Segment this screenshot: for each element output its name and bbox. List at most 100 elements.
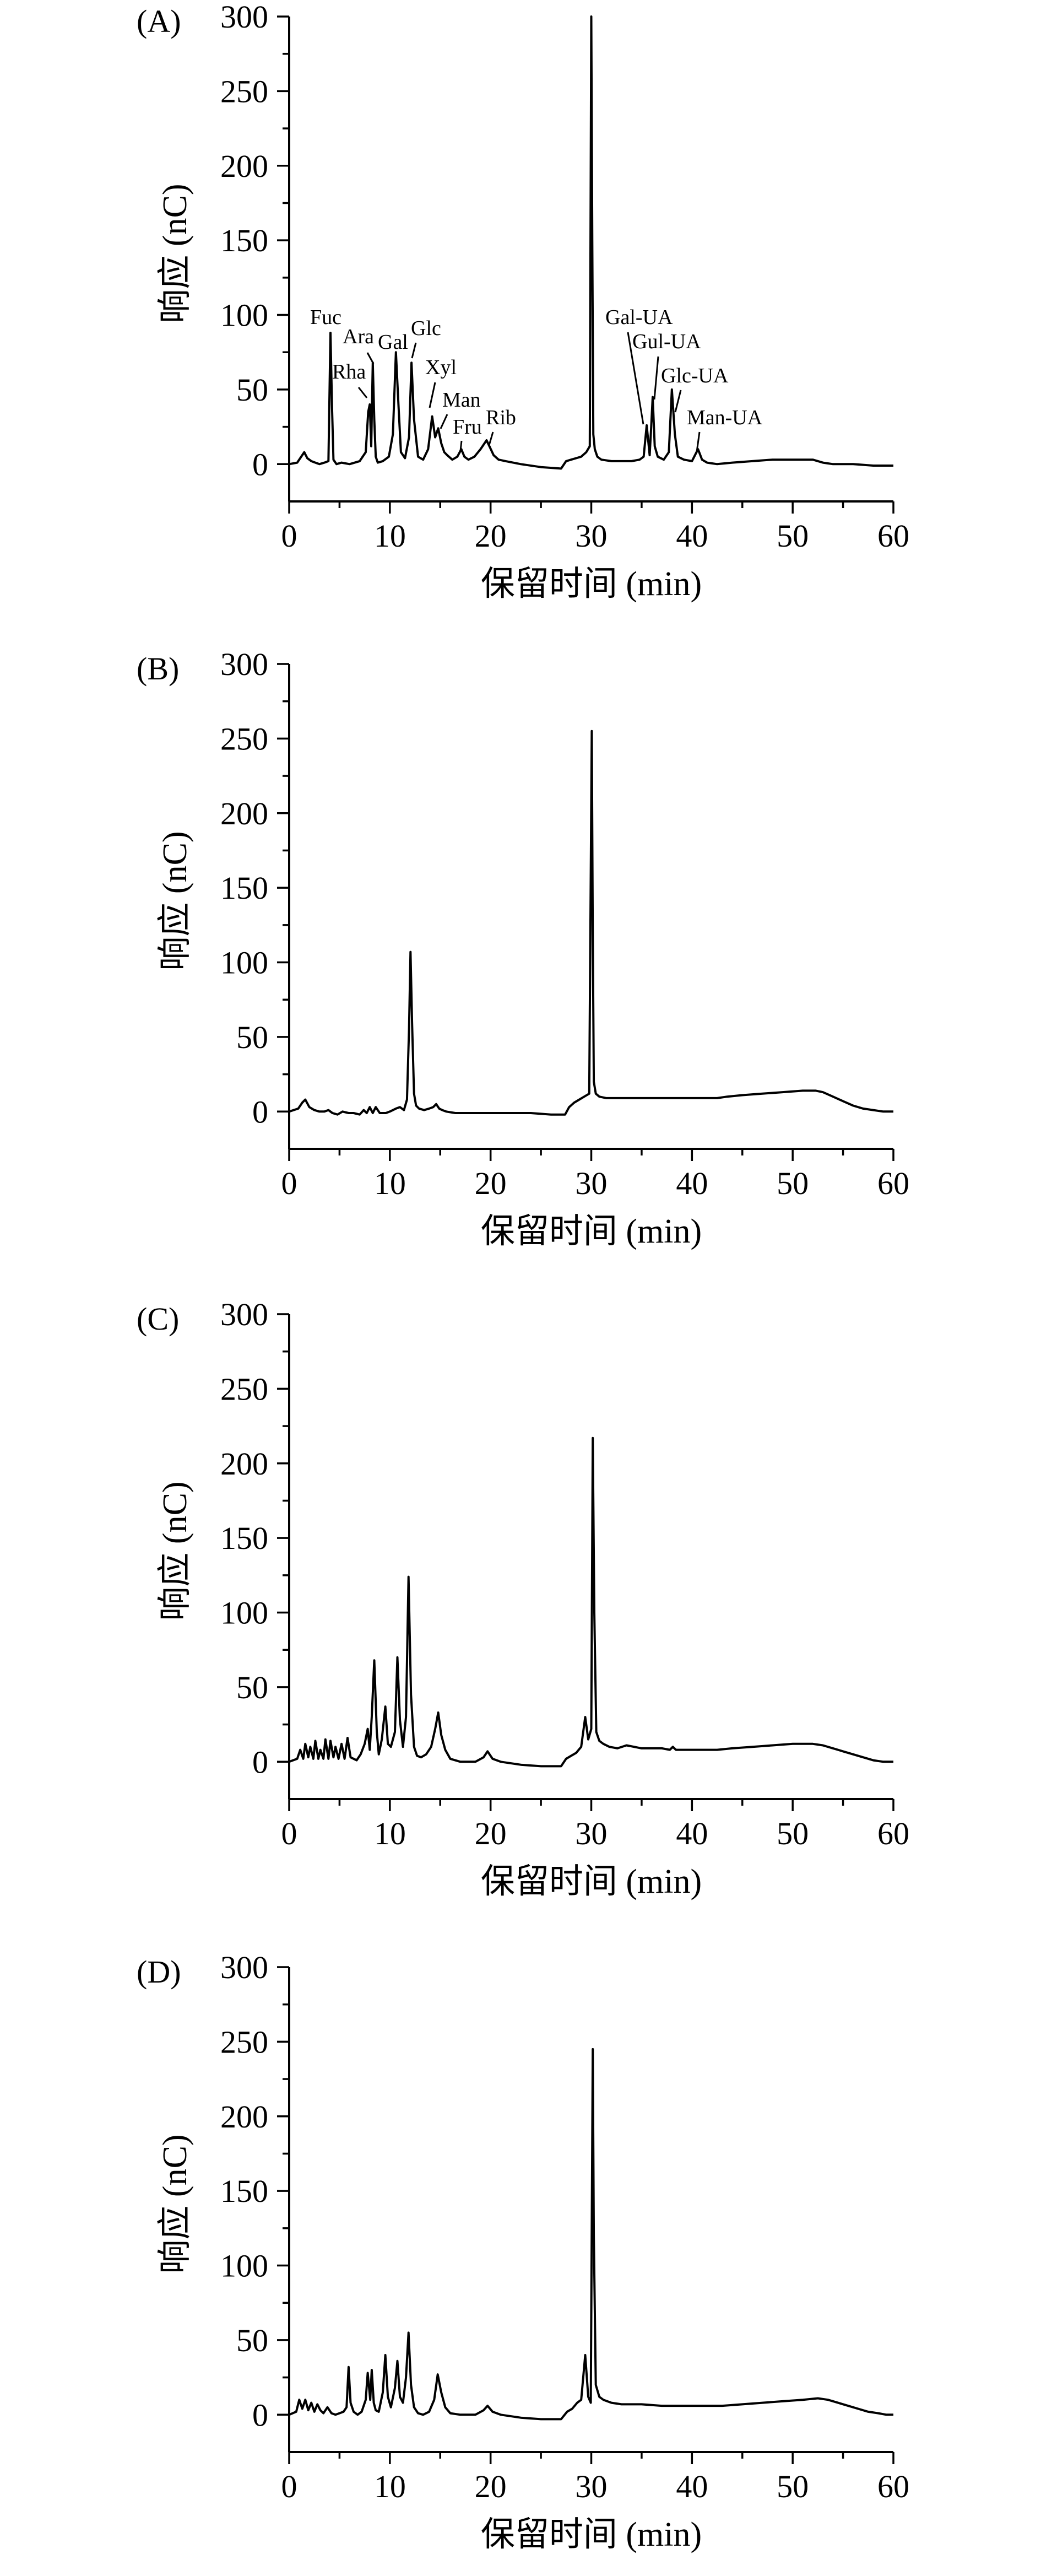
x-tick-label: 50 <box>777 518 809 554</box>
x-tick-label: 0 <box>281 1816 297 1851</box>
y-axis-title: 响应 (nC) <box>156 1481 194 1621</box>
peak-leader-line <box>674 390 682 413</box>
x-tick-label: 60 <box>877 518 909 554</box>
y-tick-label: 200 <box>220 796 268 831</box>
panel-label: (A) <box>137 3 181 39</box>
peak-leader-line <box>627 332 644 425</box>
x-tick-label: 50 <box>777 1165 809 1201</box>
peak-leader-line <box>411 342 417 359</box>
peak-label: Xyl <box>425 356 457 379</box>
panel-label: (B) <box>137 651 179 687</box>
peak-label: Gul-UA <box>632 330 701 353</box>
y-tick-label: 150 <box>220 870 268 906</box>
x-tick-label: 30 <box>576 1165 608 1201</box>
y-tick-label: 50 <box>236 1670 268 1705</box>
peak-leader-line <box>488 431 494 446</box>
y-tick-label: 200 <box>220 148 268 184</box>
x-tick-label: 10 <box>374 1165 406 1201</box>
peak-label: Gal-UA <box>605 306 673 329</box>
x-axis-title: 保留时间 (min) <box>481 1863 702 1900</box>
x-tick-label: 50 <box>777 2469 809 2504</box>
y-tick-label: 250 <box>220 73 268 109</box>
y-tick-label: 150 <box>220 1520 268 1556</box>
y-tick-label: 250 <box>220 1371 268 1407</box>
x-tick-label: 20 <box>475 518 507 554</box>
x-tick-label: 30 <box>576 2469 608 2504</box>
peak-leader-line <box>366 352 375 364</box>
y-tick-label: 300 <box>220 646 268 682</box>
peak-label: Fru <box>453 415 482 439</box>
x-tick-label: 10 <box>374 1816 406 1851</box>
x-tick-label: 20 <box>475 1165 507 1201</box>
y-tick-label: 200 <box>220 2099 268 2135</box>
x-tick-label: 40 <box>676 1816 708 1851</box>
x-tick-label: 20 <box>475 1816 507 1851</box>
x-tick-label: 0 <box>281 2469 297 2504</box>
y-tick-label: 150 <box>220 2173 268 2209</box>
x-axis-title: 保留时间 (min) <box>481 1213 702 1250</box>
x-tick-label: 0 <box>281 1165 297 1201</box>
y-tick-label: 50 <box>236 1019 268 1055</box>
chromatogram-line <box>289 15 893 470</box>
peak-label: Gal <box>378 331 408 354</box>
x-axis-title: 保留时间 (min) <box>481 565 702 603</box>
chromatogram-line <box>289 730 893 1116</box>
x-tick-label: 0 <box>281 518 297 554</box>
y-tick-label: 200 <box>220 1446 268 1482</box>
peak-label: Rha <box>332 360 366 384</box>
x-tick-label: 30 <box>576 518 608 554</box>
chromatogram-line <box>289 1436 893 1768</box>
y-tick-label: 100 <box>220 298 268 333</box>
peak-leader-line <box>653 356 659 400</box>
y-tick-label: 300 <box>220 1297 268 1332</box>
x-tick-label: 20 <box>475 2469 507 2504</box>
y-tick-label: 0 <box>252 1744 268 1780</box>
peak-label: Man <box>442 388 481 412</box>
y-tick-label: 100 <box>220 1595 268 1631</box>
y-tick-label: 0 <box>252 1094 268 1130</box>
x-tick-label: 50 <box>777 1816 809 1851</box>
x-tick-label: 40 <box>676 2469 708 2504</box>
y-tick-label: 50 <box>236 2323 268 2358</box>
peak-leader-line <box>440 414 448 429</box>
y-tick-label: 100 <box>220 2248 268 2284</box>
x-tick-label: 60 <box>877 1816 909 1851</box>
x-tick-label: 10 <box>374 2469 406 2504</box>
peak-leader-line <box>357 387 368 398</box>
y-tick-label: 50 <box>236 372 268 408</box>
y-tick-label: 0 <box>252 2397 268 2433</box>
peak-leader-line <box>696 431 701 452</box>
y-tick-label: 150 <box>220 223 268 258</box>
peak-label: Rib <box>486 406 516 429</box>
y-tick-label: 250 <box>220 2024 268 2060</box>
peak-label: Fuc <box>310 306 341 329</box>
peak-label: Ara <box>343 325 374 348</box>
x-tick-label: 40 <box>676 1165 708 1201</box>
peak-leader-line <box>459 440 463 451</box>
x-tick-label: 10 <box>374 518 406 554</box>
y-tick-label: 300 <box>220 1949 268 1985</box>
x-tick-label: 60 <box>877 1165 909 1201</box>
y-tick-label: 0 <box>252 446 268 482</box>
y-axis-title: 响应 (nC) <box>156 183 194 323</box>
chromatogram-line <box>289 2048 893 2421</box>
chart-panel: 0 10 20 30 40 50 60 0 50 100 150 200 250 300 保留时间 (min… <box>137 0 909 603</box>
x-tick-label: 60 <box>877 2469 909 2504</box>
chart-panel: 0 10 20 30 40 50 60 0 50 100 150 200 250 300 保留时间 (min… <box>137 646 909 1250</box>
y-tick-label: 250 <box>220 721 268 757</box>
y-tick-label: 100 <box>220 945 268 981</box>
x-tick-label: 30 <box>576 1816 608 1851</box>
y-axis-title: 响应 (nC) <box>156 2134 194 2273</box>
y-axis-title: 响应 (nC) <box>156 831 194 970</box>
chart-panel: 0 10 20 30 40 50 60 0 50 100 150 200 250 300 保留时间 (min… <box>137 1297 909 1900</box>
panel-label: (D) <box>137 1954 181 1990</box>
x-tick-label: 40 <box>676 518 708 554</box>
y-tick-label: 300 <box>220 0 268 35</box>
peak-label: Glc <box>411 317 441 340</box>
panel-label: (C) <box>137 1301 179 1337</box>
chart-panel: 0 10 20 30 40 50 60 0 50 100 150 200 250 300 保留时间 (min… <box>137 1949 909 2553</box>
peak-leader-line <box>429 382 436 408</box>
peak-label: Man-UA <box>687 406 763 429</box>
